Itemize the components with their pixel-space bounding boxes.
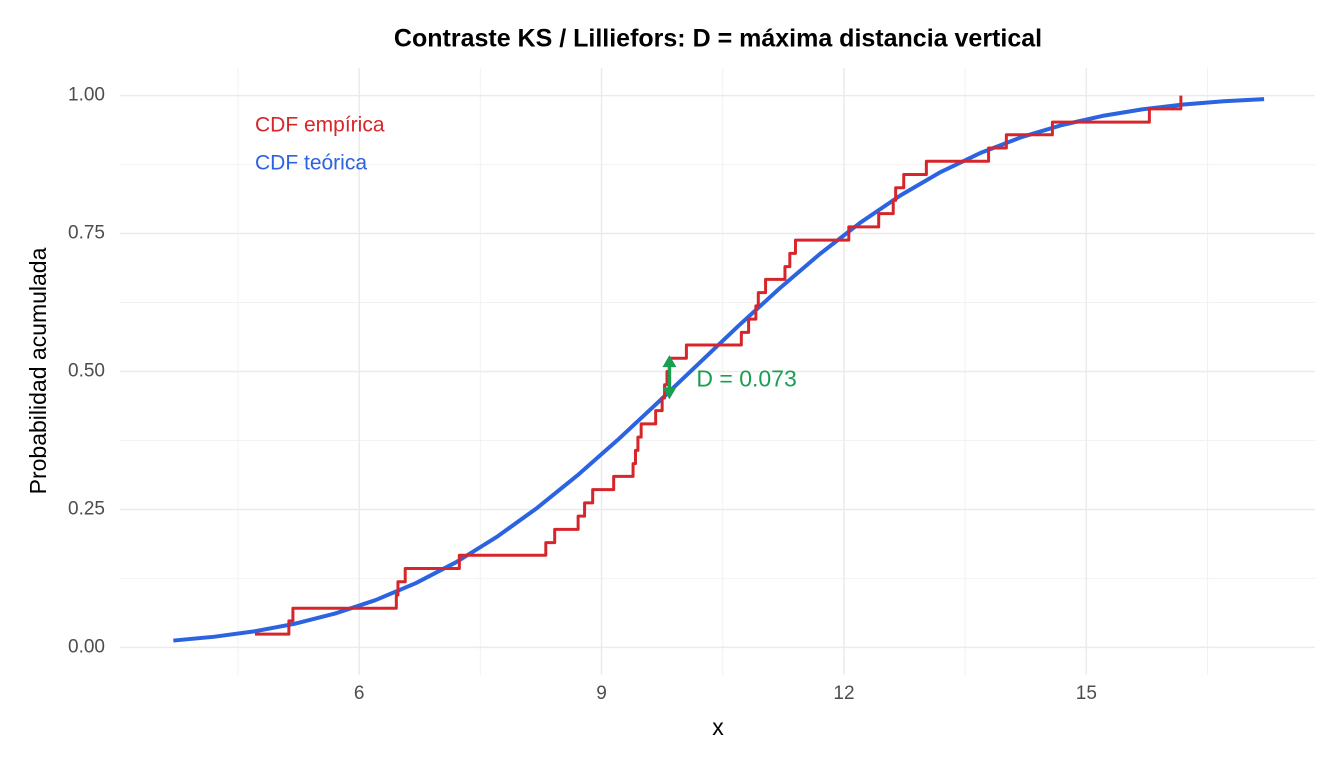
x-tick-label: 12	[833, 683, 854, 704]
y-axis-label: Probabilidad acumulada	[25, 247, 51, 494]
arrow-head	[662, 355, 677, 368]
y-tick-label: 0.50	[68, 361, 105, 382]
legend-label: CDF teórica	[255, 152, 367, 175]
arrow-head	[662, 387, 677, 400]
chart-title: Contraste KS / Lilliefors: D = máxima di…	[394, 25, 1042, 53]
y-tick-label: 0.25	[68, 498, 105, 519]
y-tick-label: 0.75	[68, 223, 105, 244]
legend-label: CDF empírica	[255, 114, 385, 137]
x-tick-label: 15	[1076, 683, 1097, 704]
y-tick-label: 1.00	[68, 85, 105, 106]
d-label: D = 0.073	[696, 365, 796, 391]
x-axis-label: x	[712, 714, 724, 740]
x-tick-label: 9	[596, 683, 607, 704]
y-tick-label: 0.00	[68, 636, 105, 657]
x-tick-label: 6	[354, 683, 365, 704]
